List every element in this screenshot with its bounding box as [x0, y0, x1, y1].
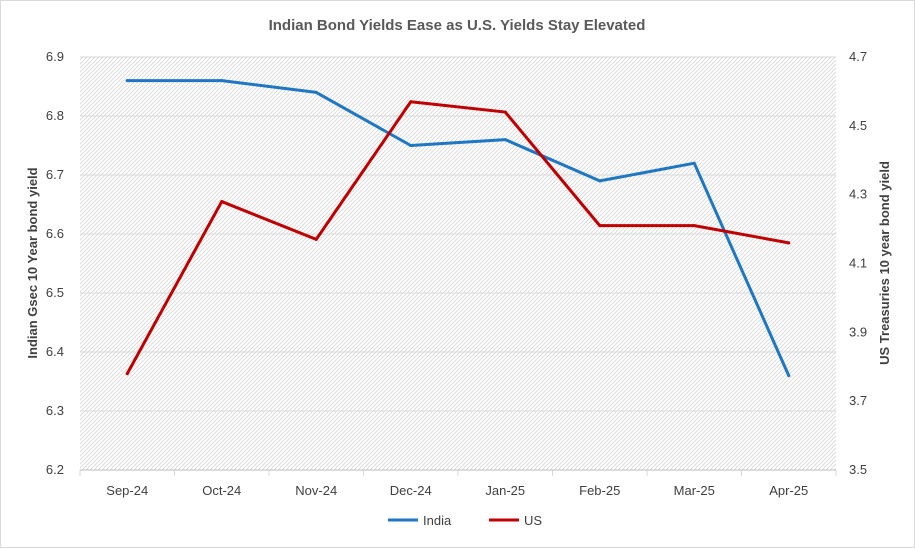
y-tick-label: 6.9 — [46, 49, 64, 64]
x-tick-label: Mar-25 — [674, 483, 715, 498]
data-point — [692, 224, 696, 228]
series-line-0 — [125, 79, 791, 378]
data-point — [409, 144, 413, 147]
data-point — [125, 79, 129, 83]
data-point — [314, 90, 318, 94]
series-lines — [125, 79, 791, 378]
legend: India US — [388, 513, 542, 528]
y2-tick-label: 3.5 — [849, 462, 867, 477]
legend-label: India — [423, 513, 452, 528]
legend-label: US — [524, 513, 542, 528]
x-tick-label: Jan-25 — [485, 483, 525, 498]
y-tick-label: 6.2 — [46, 462, 64, 477]
x-tick-label: Apr-25 — [769, 483, 808, 498]
data-point — [220, 200, 224, 204]
x-tick-label: Oct-24 — [202, 483, 241, 498]
series-line-1 — [125, 100, 791, 376]
plot-area — [80, 57, 836, 470]
data-point — [220, 79, 224, 83]
y-tick-label: 6.7 — [46, 167, 64, 182]
y2-tick-label: 4.5 — [849, 118, 867, 133]
y-tick-label: 6.4 — [46, 344, 64, 359]
data-point — [598, 224, 602, 228]
y2-tick-label: 3.9 — [849, 324, 867, 339]
data-point — [787, 241, 791, 245]
x-tick-label: Nov-24 — [295, 483, 337, 498]
right-axis-ticks: 4.7 4.5 4.3 4.1 3.9 3.7 3.5 — [849, 49, 867, 477]
left-axis-ticks: 6.9 6.8 6.7 6.6 6.5 6.4 6.3 6.2 — [46, 49, 64, 477]
data-point — [125, 372, 129, 376]
chart-title: Indian Bond Yields Ease as U.S. Yields S… — [269, 17, 646, 34]
data-point — [503, 110, 507, 114]
data-point — [598, 179, 602, 183]
left-axis-title: Indian Gsec 10 Year bond yield — [25, 167, 40, 358]
x-tick-label: Dec-24 — [390, 483, 432, 498]
data-point — [692, 161, 696, 165]
y2-tick-label: 3.7 — [849, 393, 867, 408]
y-tick-label: 6.5 — [46, 285, 64, 300]
right-axis-title: US Treasuries 10 year bond yield — [877, 161, 892, 365]
y-tick-label: 6.3 — [46, 403, 64, 418]
data-point — [503, 138, 507, 142]
y2-tick-label: 4.7 — [849, 49, 867, 64]
x-tick-label: Sep-24 — [106, 483, 148, 498]
gridlines — [80, 56, 836, 471]
y2-tick-label: 4.3 — [849, 187, 867, 202]
y-tick-label: 6.8 — [46, 108, 64, 123]
y2-tick-label: 4.1 — [849, 256, 867, 271]
y-tick-label: 6.6 — [46, 226, 64, 241]
x-axis-ticks: Sep-24 Oct-24 Nov-24 Dec-24 Jan-25 Feb-25 Mar-… — [79, 469, 837, 498]
data-point — [314, 237, 318, 241]
data-point — [409, 100, 413, 104]
data-point — [787, 374, 791, 378]
x-tick-label: Feb-25 — [579, 483, 620, 498]
